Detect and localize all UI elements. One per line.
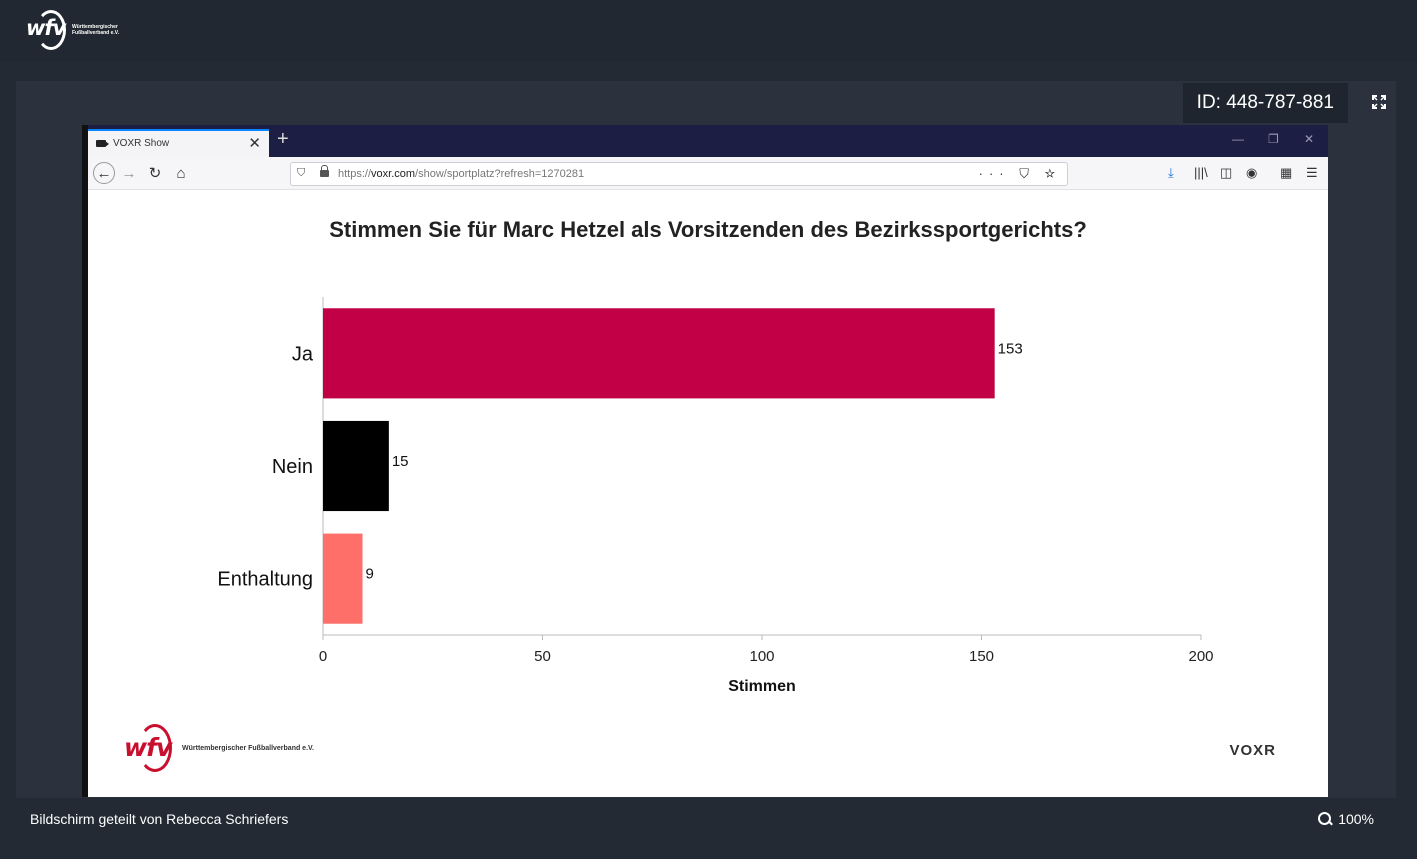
- browser-tab[interactable]: VOXR Show ✕: [88, 129, 269, 157]
- bottom-bar: Bildschirm geteilt von Rebecca Schriefer…: [16, 798, 1396, 841]
- bar-enthaltung: [323, 533, 363, 624]
- home-icon[interactable]: ⌂: [176, 164, 186, 182]
- footer-logo-subtitle: Württembergischer Fußballverband e.V.: [182, 744, 314, 752]
- footer-wfv-logo: wfv Württembergischer Fußballverband e.V…: [124, 723, 314, 773]
- forward-icon[interactable]: →: [121, 164, 137, 182]
- browser-tabstrip: VOXR Show ✕ + — ❐ ✕: [88, 125, 1328, 157]
- library-icon[interactable]: |||\: [1194, 165, 1208, 180]
- sidebar-icon[interactable]: ◫: [1220, 165, 1233, 180]
- bar-ja: [323, 308, 995, 399]
- value-label: 15: [392, 453, 409, 470]
- zoom-level: 100%: [1338, 811, 1374, 827]
- wfv-logo: wfv Württembergischer Fußballverband e.V…: [26, 10, 142, 50]
- tracking-shield-icon[interactable]: ⛉: [297, 167, 306, 179]
- new-tab-icon[interactable]: +: [277, 128, 289, 150]
- category-label: Nein: [272, 456, 313, 478]
- value-label: 9: [366, 566, 374, 583]
- session-id-badge: ID: 448-787-881: [1182, 83, 1348, 123]
- reload-icon[interactable]: ↻: [148, 165, 162, 182]
- logo-text: wfv: [26, 16, 66, 40]
- downloads-icon[interactable]: ⤓: [1168, 165, 1174, 180]
- top-bar: wfv Württembergischer Fußballverband e.V…: [0, 0, 1417, 62]
- tab-close-icon[interactable]: ✕: [248, 135, 261, 152]
- camera-icon: [96, 140, 109, 147]
- lock-icon[interactable]: [320, 165, 329, 177]
- url-text[interactable]: https://voxr.com/show/sportplatz?refresh…: [338, 168, 585, 180]
- fullscreen-icon[interactable]: [1372, 95, 1386, 109]
- chart-title: Stimmen Sie für Marc Hetzel als Vorsitze…: [329, 217, 1087, 242]
- back-icon[interactable]: ←: [93, 162, 115, 184]
- restore-icon[interactable]: ❐: [1268, 132, 1279, 146]
- extensions-icon[interactable]: ▦: [1280, 165, 1293, 180]
- bar-chart: Ja 153 Nein 15 Enthaltung 9 0 50 100 150 200 Stimme…: [217, 297, 1214, 695]
- logo-subtitle: Württembergischer Fußballverband e.V.: [72, 24, 120, 36]
- url-bar[interactable]: ⛉ https://voxr.com/show/sportplatz?refre…: [290, 162, 1068, 186]
- window-close-icon[interactable]: ✕: [1304, 132, 1315, 146]
- tab-title: VOXR Show: [113, 138, 170, 149]
- zoom-control[interactable]: 100%: [1318, 811, 1374, 827]
- browser-navbar: ← → ↻ ⌂ ⛉ https://voxr.com/show/sportpla…: [88, 157, 1328, 190]
- menu-icon[interactable]: ☰: [1306, 165, 1318, 180]
- value-label: 153: [998, 340, 1023, 357]
- page-actions-icon[interactable]: ··· ⛉ ☆: [978, 166, 1061, 181]
- bar-nein: [323, 420, 389, 512]
- footer-logo-text: wfv: [124, 733, 172, 762]
- share-info: Bildschirm geteilt von Rebecca Schriefer…: [30, 811, 289, 827]
- x-tick-label: 200: [1188, 648, 1213, 665]
- x-tick-label: 150: [969, 648, 994, 665]
- x-axis-title: Stimmen: [728, 678, 796, 695]
- x-tick-label: 50: [534, 648, 551, 665]
- x-tick-label: 100: [749, 648, 774, 665]
- shared-screen: VOXR Show ✕ + — ❐ ✕ ← → ↻ ⌂ ⛉ https://vo…: [82, 125, 1328, 797]
- voxr-logo: VOXR: [1229, 742, 1276, 759]
- x-tick-label: 0: [319, 648, 327, 665]
- account-icon[interactable]: ◉: [1246, 165, 1258, 180]
- category-label: Ja: [292, 343, 314, 365]
- zoom-icon[interactable]: [1318, 812, 1332, 826]
- minimize-icon[interactable]: —: [1232, 132, 1244, 146]
- category-label: Enthaltung: [217, 569, 313, 591]
